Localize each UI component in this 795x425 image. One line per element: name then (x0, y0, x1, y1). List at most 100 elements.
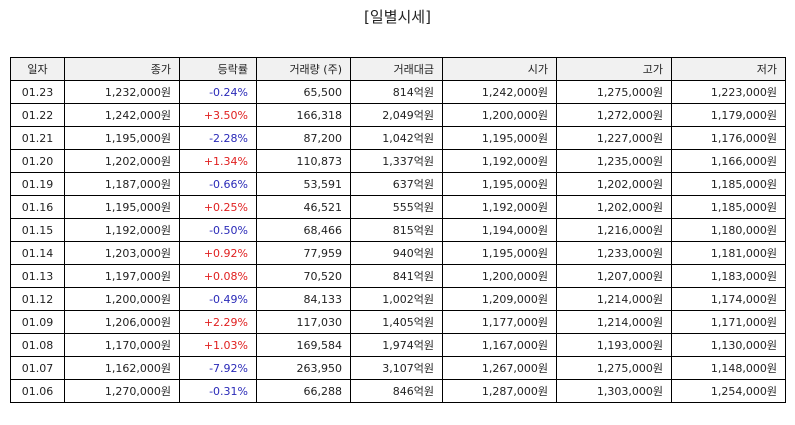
cell-high: 1,275,000원 (556, 356, 672, 380)
cell-change: +2.29% (179, 310, 257, 334)
cell-low: 1,179,000원 (671, 103, 786, 127)
cell-open: 1,200,000원 (442, 264, 557, 288)
cell-close: 1,200,000원 (64, 287, 180, 311)
cell-open: 1,267,000원 (442, 356, 557, 380)
cell-date: 01.22 (10, 103, 65, 127)
cell-volume: 68,466 (256, 218, 351, 242)
cell-change: -0.66% (179, 172, 257, 196)
cell-volume: 70,520 (256, 264, 351, 288)
cell-low: 1,148,000원 (671, 356, 786, 380)
cell-open: 1,192,000원 (442, 149, 557, 173)
cell-date: 01.07 (10, 356, 65, 380)
page-title: [일별시세] (364, 8, 431, 26)
cell-open: 1,194,000원 (442, 218, 557, 242)
cell-close: 1,187,000원 (64, 172, 180, 196)
cell-high: 1,303,000원 (556, 379, 672, 403)
cell-volume: 110,873 (256, 149, 351, 173)
table-row: 01.06 1,270,000원 -0.31% 66,288 846억원 1,287,00… (10, 379, 786, 403)
cell-amount: 846억원 (350, 379, 443, 403)
cell-open: 1,287,000원 (442, 379, 557, 403)
table-row: 01.15 1,192,000원 -0.50% 68,466 815억원 1,194,00… (10, 218, 786, 242)
cell-change: -0.24% (179, 80, 257, 104)
cell-high: 1,235,000원 (556, 149, 672, 173)
cell-high: 1,202,000원 (556, 195, 672, 219)
cell-change: -0.31% (179, 379, 257, 403)
cell-low: 1,185,000원 (671, 195, 786, 219)
cell-close: 1,192,000원 (64, 218, 180, 242)
cell-amount: 1,974억원 (350, 333, 443, 357)
cell-date: 01.21 (10, 126, 65, 150)
column-header-close: 종가 (64, 57, 180, 81)
cell-date: 01.06 (10, 379, 65, 403)
cell-date: 01.16 (10, 195, 65, 219)
cell-low: 1,180,000원 (671, 218, 786, 242)
cell-volume: 263,950 (256, 356, 351, 380)
cell-change: -2.28% (179, 126, 257, 150)
cell-volume: 53,591 (256, 172, 351, 196)
cell-amount: 555억원 (350, 195, 443, 219)
cell-close: 1,206,000원 (64, 310, 180, 334)
cell-amount: 815억원 (350, 218, 443, 242)
cell-amount: 1,337억원 (350, 149, 443, 173)
column-header-low: 저가 (671, 57, 786, 81)
cell-open: 1,192,000원 (442, 195, 557, 219)
cell-low: 1,183,000원 (671, 264, 786, 288)
cell-date: 01.14 (10, 241, 65, 265)
cell-close: 1,162,000원 (64, 356, 180, 380)
cell-open: 1,167,000원 (442, 333, 557, 357)
cell-close: 1,242,000원 (64, 103, 180, 127)
cell-volume: 87,200 (256, 126, 351, 150)
cell-open: 1,177,000원 (442, 310, 557, 334)
daily-price-table: 일자 종가 등락률 거래량 (주) 거래대금 시가 고가 저가 01.23 1,2… (10, 57, 786, 403)
table-header-row: 일자 종가 등락률 거래량 (주) 거래대금 시가 고가 저가 (10, 57, 786, 81)
cell-date: 01.15 (10, 218, 65, 242)
cell-close: 1,195,000원 (64, 126, 180, 150)
cell-close: 1,202,000원 (64, 149, 180, 173)
cell-high: 1,214,000원 (556, 287, 672, 311)
cell-low: 1,254,000원 (671, 379, 786, 403)
cell-open: 1,195,000원 (442, 126, 557, 150)
cell-close: 1,232,000원 (64, 80, 180, 104)
cell-close: 1,203,000원 (64, 241, 180, 265)
cell-volume: 117,030 (256, 310, 351, 334)
cell-high: 1,216,000원 (556, 218, 672, 242)
cell-amount: 940억원 (350, 241, 443, 265)
cell-close: 1,197,000원 (64, 264, 180, 288)
cell-change: -0.50% (179, 218, 257, 242)
cell-amount: 637억원 (350, 172, 443, 196)
cell-date: 01.23 (10, 80, 65, 104)
cell-open: 1,195,000원 (442, 241, 557, 265)
cell-date: 01.13 (10, 264, 65, 288)
cell-low: 1,130,000원 (671, 333, 786, 357)
cell-low: 1,223,000원 (671, 80, 786, 104)
cell-date: 01.20 (10, 149, 65, 173)
table-row: 01.07 1,162,000원 -7.92% 263,950 3,107억원 1,267… (10, 356, 786, 380)
cell-low: 1,176,000원 (671, 126, 786, 150)
table-row: 01.20 1,202,000원 +1.34% 110,873 1,337억원 1,192… (10, 149, 786, 173)
cell-amount: 1,405억원 (350, 310, 443, 334)
cell-change: +3.50% (179, 103, 257, 127)
column-header-date: 일자 (10, 57, 65, 81)
cell-high: 1,227,000원 (556, 126, 672, 150)
cell-low: 1,174,000원 (671, 287, 786, 311)
cell-change: -7.92% (179, 356, 257, 380)
cell-high: 1,233,000원 (556, 241, 672, 265)
cell-amount: 1,002억원 (350, 287, 443, 311)
cell-close: 1,170,000원 (64, 333, 180, 357)
cell-high: 1,207,000원 (556, 264, 672, 288)
cell-low: 1,185,000원 (671, 172, 786, 196)
cell-change: -0.49% (179, 287, 257, 311)
cell-open: 1,195,000원 (442, 172, 557, 196)
cell-low: 1,171,000원 (671, 310, 786, 334)
column-header-volume: 거래량 (주) (256, 57, 351, 81)
cell-volume: 77,959 (256, 241, 351, 265)
table-row: 01.16 1,195,000원 +0.25% 46,521 555억원 1,192,00… (10, 195, 786, 219)
cell-change: +1.03% (179, 333, 257, 357)
cell-high: 1,193,000원 (556, 333, 672, 357)
cell-volume: 166,318 (256, 103, 351, 127)
cell-date: 01.19 (10, 172, 65, 196)
cell-low: 1,166,000원 (671, 149, 786, 173)
column-header-amount: 거래대금 (350, 57, 443, 81)
cell-change: +1.34% (179, 149, 257, 173)
table-row: 01.21 1,195,000원 -2.28% 87,200 1,042억원 1,195,… (10, 126, 786, 150)
